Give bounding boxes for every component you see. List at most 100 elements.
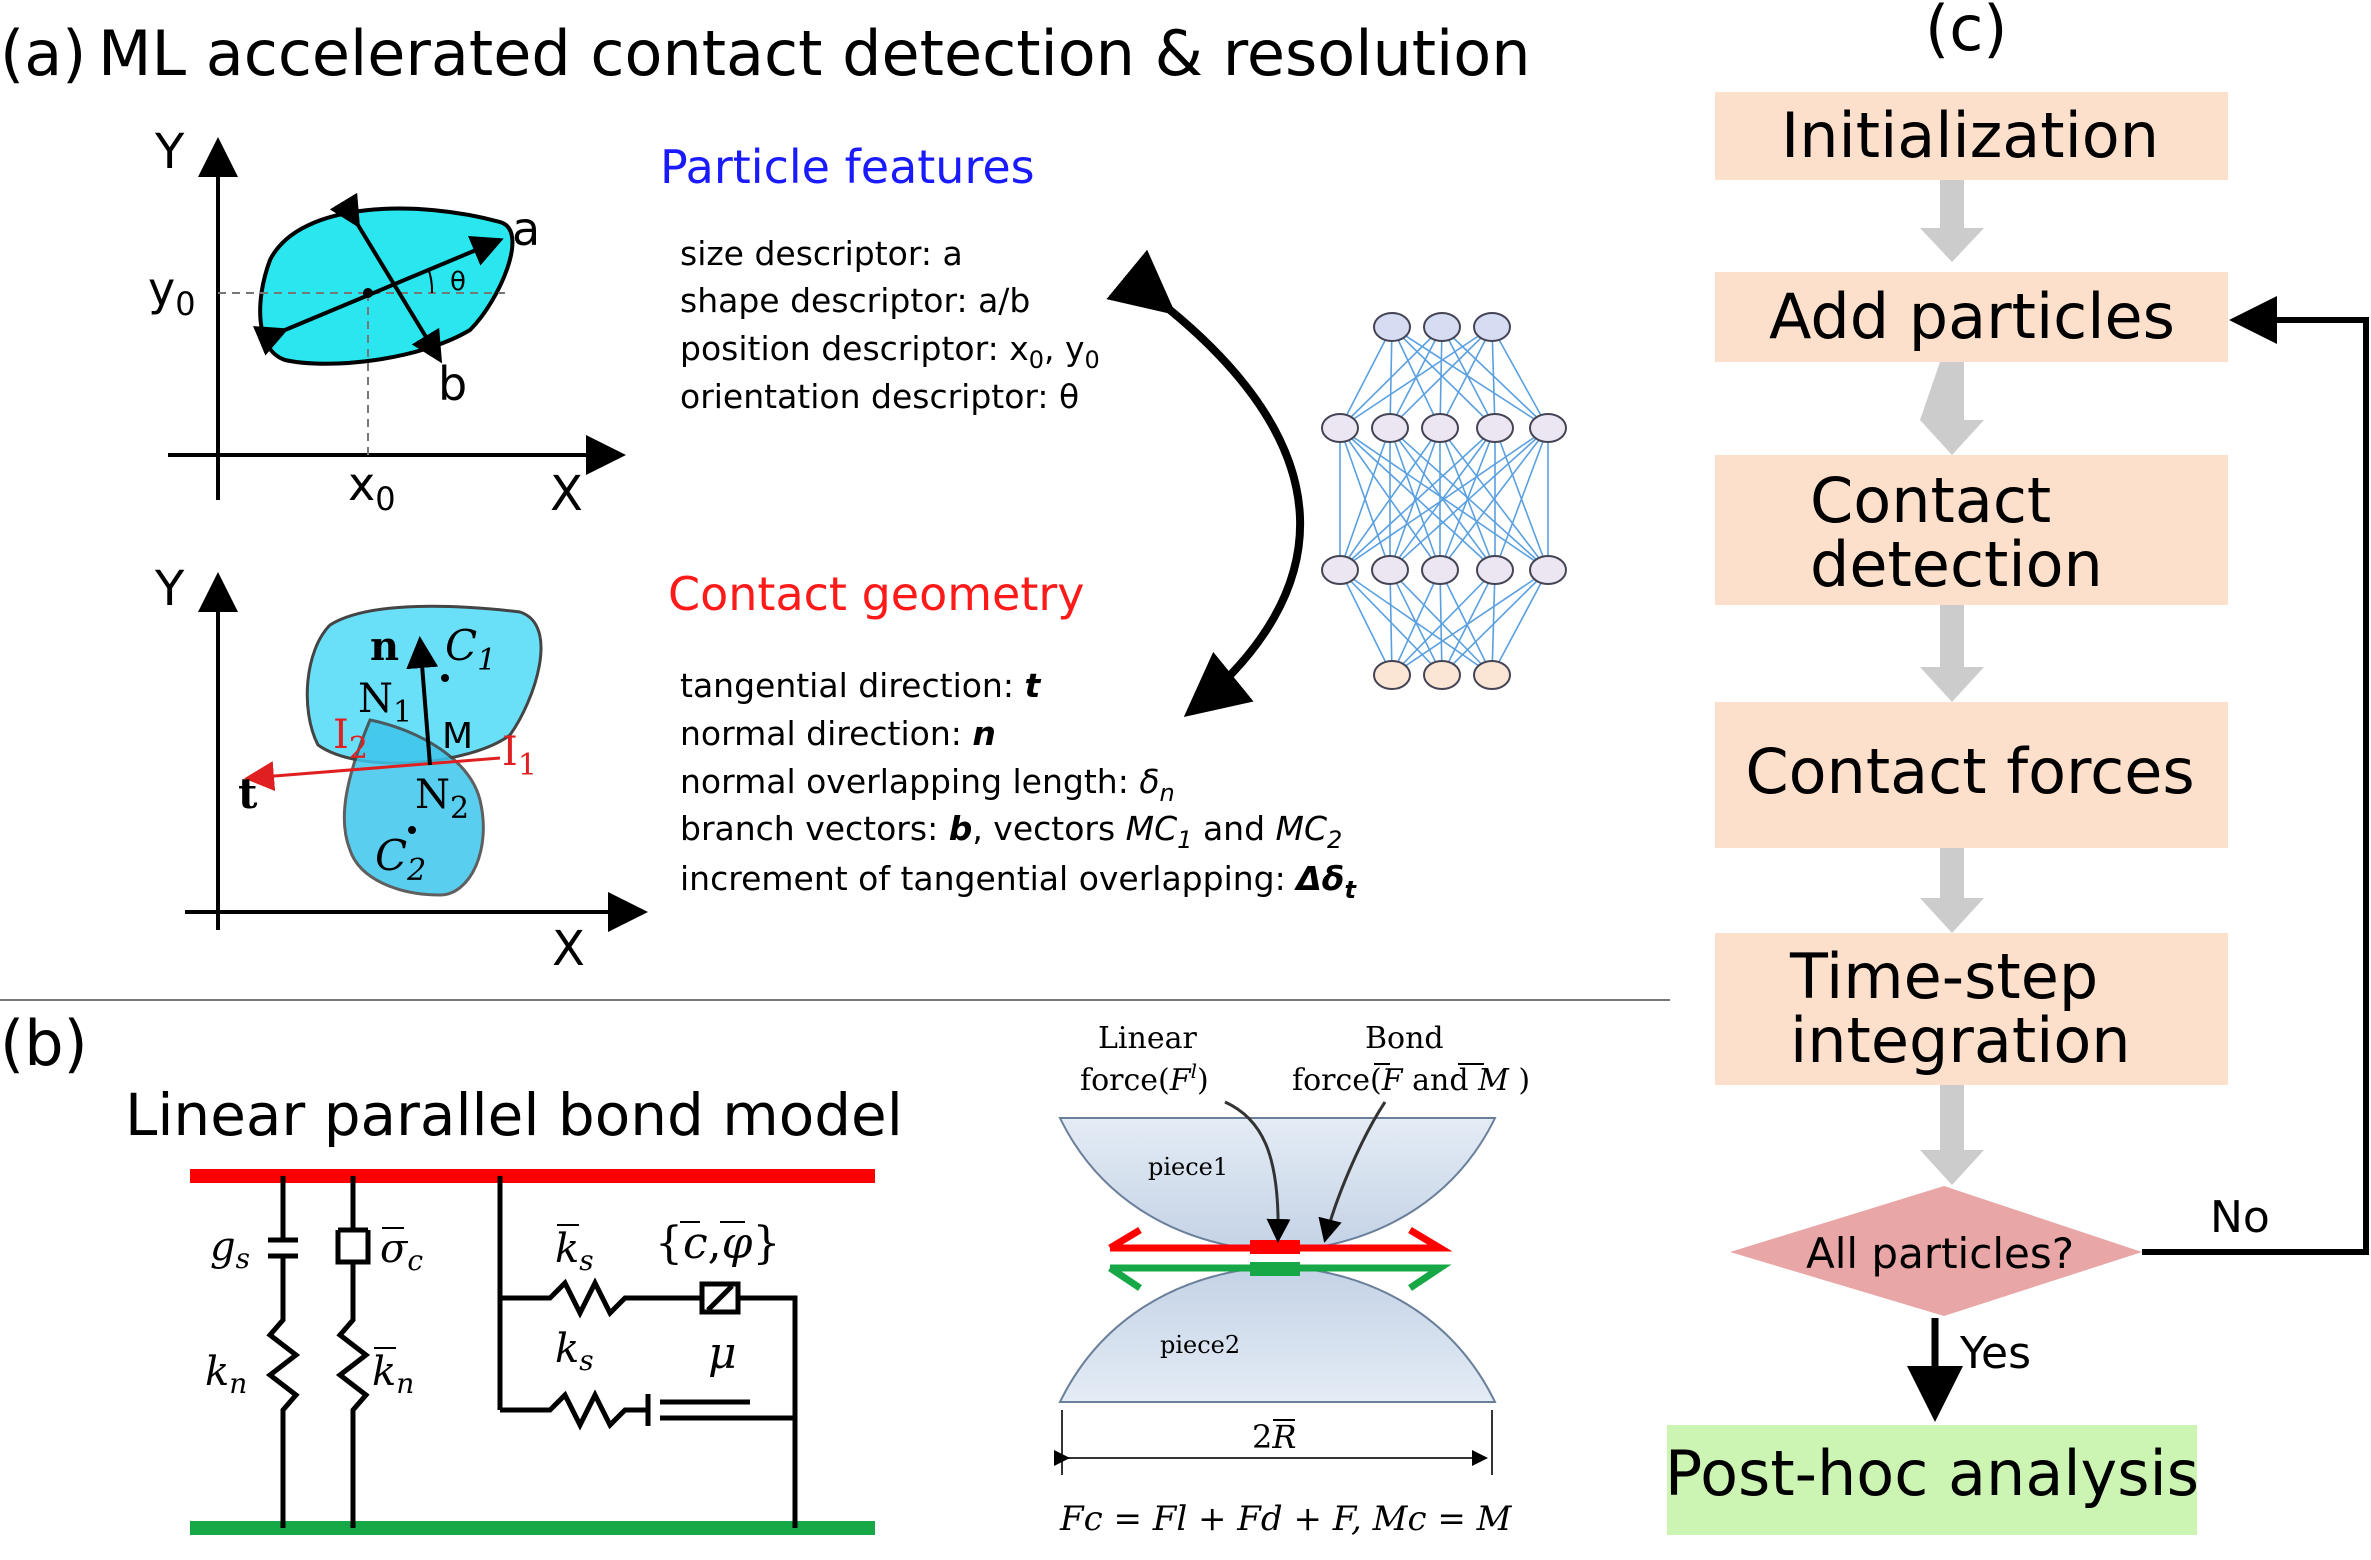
kn-label: k <box>205 1349 229 1395</box>
svg-text:kn: kn <box>372 1349 414 1400</box>
neural-network-icon <box>1322 313 1566 689</box>
nn-edge <box>1340 570 1392 675</box>
nn-node-layer-0 <box>1374 313 1410 341</box>
linear-label-1: Linear <box>1098 1021 1197 1056</box>
nn-node-layer-3 <box>1374 661 1410 689</box>
step-contact-forces-label: Contact forces <box>1745 735 2194 808</box>
no-label: No <box>2210 1192 2270 1243</box>
panel-b-label: (b) <box>0 1007 88 1080</box>
i1-label: I <box>502 729 518 775</box>
c1-label: C <box>445 621 477 670</box>
plot1-y0-label: y <box>148 262 175 316</box>
svg-text:x0: x0 <box>348 457 396 518</box>
features-heading: Particle features <box>660 140 1035 194</box>
plot1-y-label: Y <box>154 124 185 180</box>
n1-label: N <box>358 676 393 722</box>
contact-heading: Contact geometry <box>668 567 1085 621</box>
curved-double-arrow <box>1170 310 1300 712</box>
nn-node-layer-3 <box>1474 661 1510 689</box>
decision-label: All particles? <box>1806 1229 2074 1278</box>
nn-node-layer-2 <box>1422 556 1458 584</box>
final-step-label: Post-hoc analysis <box>1665 1437 2199 1510</box>
nn-edge <box>1492 327 1548 428</box>
nn-edge <box>1392 327 1495 428</box>
nn-edge <box>1440 327 1492 428</box>
plot2-x-label: X <box>552 921 585 977</box>
svg-text:I1: I1 <box>502 729 537 783</box>
ksbar-label: k <box>555 1226 579 1272</box>
shape-descriptor: shape descriptor: a/b <box>680 281 1030 320</box>
force-equation: Fc = Fl + Fd + F, Mc = M <box>1059 1499 1513 1539</box>
nn-edge <box>1440 570 1442 675</box>
normal-overlap: normal overlapping length: δn <box>680 762 1175 807</box>
two-r-label: 2R <box>1252 1418 1296 1456</box>
piece1-label: piece1 <box>1148 1153 1228 1181</box>
orientation-descriptor: orientation descriptor: θ <box>680 377 1079 416</box>
step-time-step-integration-label: Time-step integration <box>1789 940 2131 1077</box>
tangential-increment: increment of tangential overlapping: Δδt <box>680 859 1357 904</box>
plot1-theta: θ <box>450 267 466 297</box>
c2-point <box>408 826 416 834</box>
position-descriptor: position descriptor: x0, y0 <box>680 329 1100 374</box>
panel-a-title: ML accelerated contact detection & resol… <box>98 17 1531 90</box>
tangential-direction: tangential direction: t <box>680 666 1041 705</box>
knbar-label: k <box>372 1349 396 1395</box>
cphi-label: {c,φ} <box>655 1218 780 1269</box>
i2-label: I <box>333 712 349 758</box>
nn-node-layer-0 <box>1474 313 1510 341</box>
n2-label: N <box>415 772 450 818</box>
plot1-y0-sub: 0 <box>175 285 195 323</box>
nn-edge <box>1340 327 1392 428</box>
nn-node-layer-2 <box>1477 556 1513 584</box>
mu-label: μ <box>708 1328 737 1379</box>
nn-node-layer-0 <box>1424 313 1460 341</box>
gs-label: g <box>210 1224 236 1270</box>
ks-label: k <box>555 1326 579 1372</box>
plot1-x-label: X <box>550 466 583 522</box>
size-descriptor: size descriptor: a <box>680 234 963 273</box>
branch-vectors: branch vectors: b, vectors MC1 and MC2 <box>680 809 1342 854</box>
c1-point <box>441 674 449 682</box>
nn-node-layer-2 <box>1372 556 1408 584</box>
step-initialization-label: Initialization <box>1781 99 2159 172</box>
plot1-a-label: a <box>512 202 540 256</box>
nn-node-layer-2 <box>1530 556 1566 584</box>
plot2-t-label: t <box>238 769 258 818</box>
m-label: M <box>442 716 473 757</box>
linear-label-2: force(Fl) <box>1080 1059 1209 1098</box>
svg-text:ks: ks <box>555 1326 594 1377</box>
nn-node-layer-2 <box>1322 556 1358 584</box>
nn-node-layer-1 <box>1322 414 1358 442</box>
nn-node-layer-3 <box>1424 661 1460 689</box>
panel-c-label: (c) <box>1925 0 2007 65</box>
panel-a-label: (a) <box>0 17 86 90</box>
nn-node-layer-1 <box>1372 414 1408 442</box>
c2-label: C <box>375 831 407 880</box>
nn-edge <box>1440 570 1492 675</box>
plot1-b-label: b <box>438 357 467 411</box>
nn-edge <box>1390 570 1392 675</box>
nn-node-layer-1 <box>1530 414 1566 442</box>
plot2-n-label: n <box>370 623 399 670</box>
bond-label-1: Bond <box>1365 1021 1444 1056</box>
yes-label: Yes <box>1959 1328 2031 1379</box>
svg-text:kn: kn <box>205 1349 247 1400</box>
plot1-x0-label: x <box>348 457 375 511</box>
plot1-center <box>363 288 373 298</box>
svg-text:σc: σc <box>380 1226 423 1277</box>
svg-text:gs: gs <box>210 1224 250 1275</box>
nn-node-layer-1 <box>1422 414 1458 442</box>
svg-text:ks: ks <box>555 1226 594 1277</box>
svg-text:y0: y0 <box>148 262 196 323</box>
piece2-label: piece2 <box>1160 1331 1240 1359</box>
plot2-y-label: Y <box>154 561 185 617</box>
nn-node-layer-1 <box>1477 414 1513 442</box>
step-add-particles-label: Add particles <box>1769 280 2175 353</box>
nn-edge <box>1392 570 1495 675</box>
normal-direction: normal direction: n <box>680 714 996 753</box>
bond-label-2: force(F and M ) <box>1292 1063 1530 1098</box>
panel-b-title: Linear parallel bond model <box>125 1081 903 1149</box>
sigma-label: σ <box>380 1226 409 1272</box>
nn-edge <box>1492 570 1548 675</box>
